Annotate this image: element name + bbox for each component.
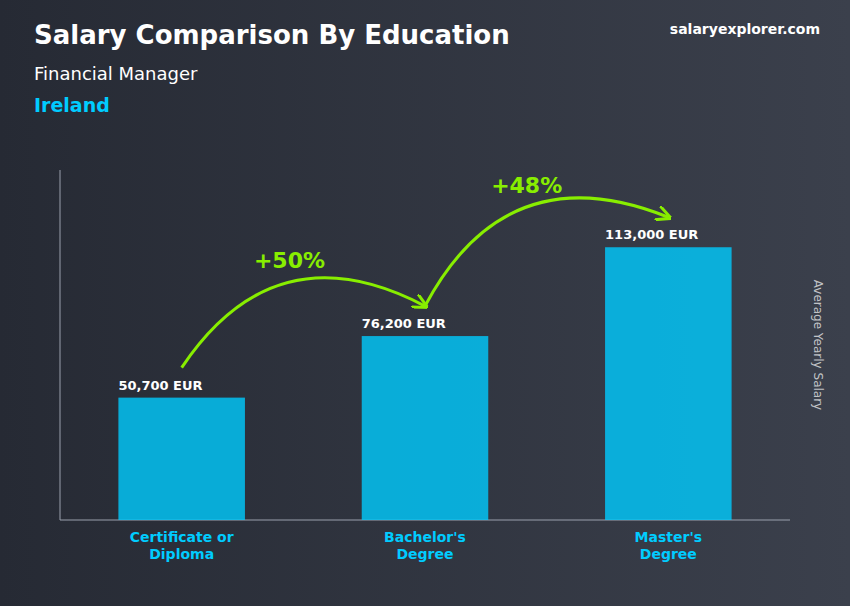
background <box>0 0 850 606</box>
subtitle: Financial Manager <box>34 63 198 84</box>
value-label: 113,000 EUR <box>605 227 698 242</box>
bar <box>362 336 489 520</box>
country: Ireland <box>34 94 110 116</box>
bar <box>118 398 245 520</box>
title: Salary Comparison By Education <box>34 20 510 50</box>
x-tick-label: Bachelor'sDegree <box>384 529 466 562</box>
change-arrow <box>182 278 425 368</box>
value-label: 76,200 EUR <box>362 316 446 331</box>
x-tick-label: Certificate orDiploma <box>130 529 234 562</box>
bars <box>118 247 731 520</box>
y-axis-line <box>60 170 61 520</box>
website: salaryexplorer.com <box>670 21 820 37</box>
value-label: 50,700 EUR <box>118 378 202 393</box>
change-label: +48% <box>491 173 562 198</box>
y-axis-label: Average Yearly Salary <box>811 280 825 410</box>
bar <box>605 247 732 520</box>
chart: Salary Comparison By Education Financial … <box>0 0 850 606</box>
change-arrow <box>425 198 668 306</box>
x-tick-label: Master'sDegree <box>635 529 702 562</box>
change-label: +50% <box>254 248 325 273</box>
